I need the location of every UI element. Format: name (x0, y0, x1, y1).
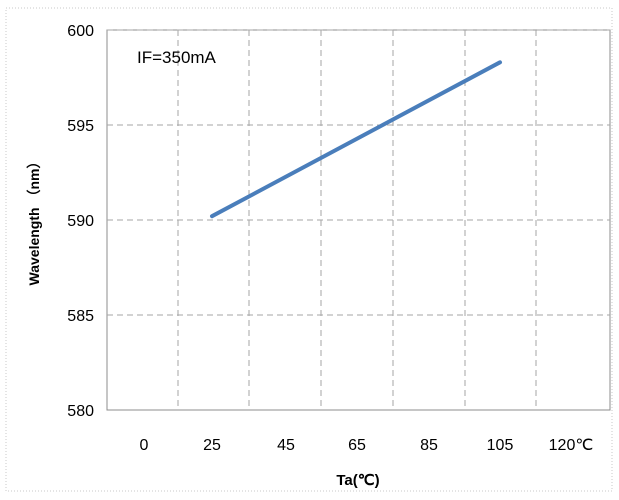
x-tick-label: 65 (348, 437, 366, 454)
x-tick-label: 85 (420, 437, 438, 454)
x-tick-label: 25 (203, 437, 221, 454)
series-lines (210, 60, 502, 219)
y-tick-label: 600 (67, 23, 94, 40)
annotation-label: IF=350mA (137, 48, 217, 67)
grid-lines (107, 29, 610, 410)
x-tick-label: 0 (140, 437, 149, 454)
y-axis-title: Wavelength （nm） (26, 155, 42, 286)
x-axis-title: Ta(℃) (336, 472, 379, 489)
y-tick-label: 595 (67, 118, 94, 135)
y-tick-label: 590 (67, 213, 94, 230)
tick-labels: 580 585 590 595 600 0 25 45 65 85 105 120℃ (67, 23, 593, 454)
y-tick-label: 585 (67, 308, 94, 325)
x-tick-label: 120℃ (549, 437, 594, 454)
wavelength-line (210, 60, 502, 219)
x-tick-label: 105 (487, 437, 514, 454)
y-tick-label: 580 (67, 403, 94, 420)
x-tick-label: 45 (277, 437, 295, 454)
